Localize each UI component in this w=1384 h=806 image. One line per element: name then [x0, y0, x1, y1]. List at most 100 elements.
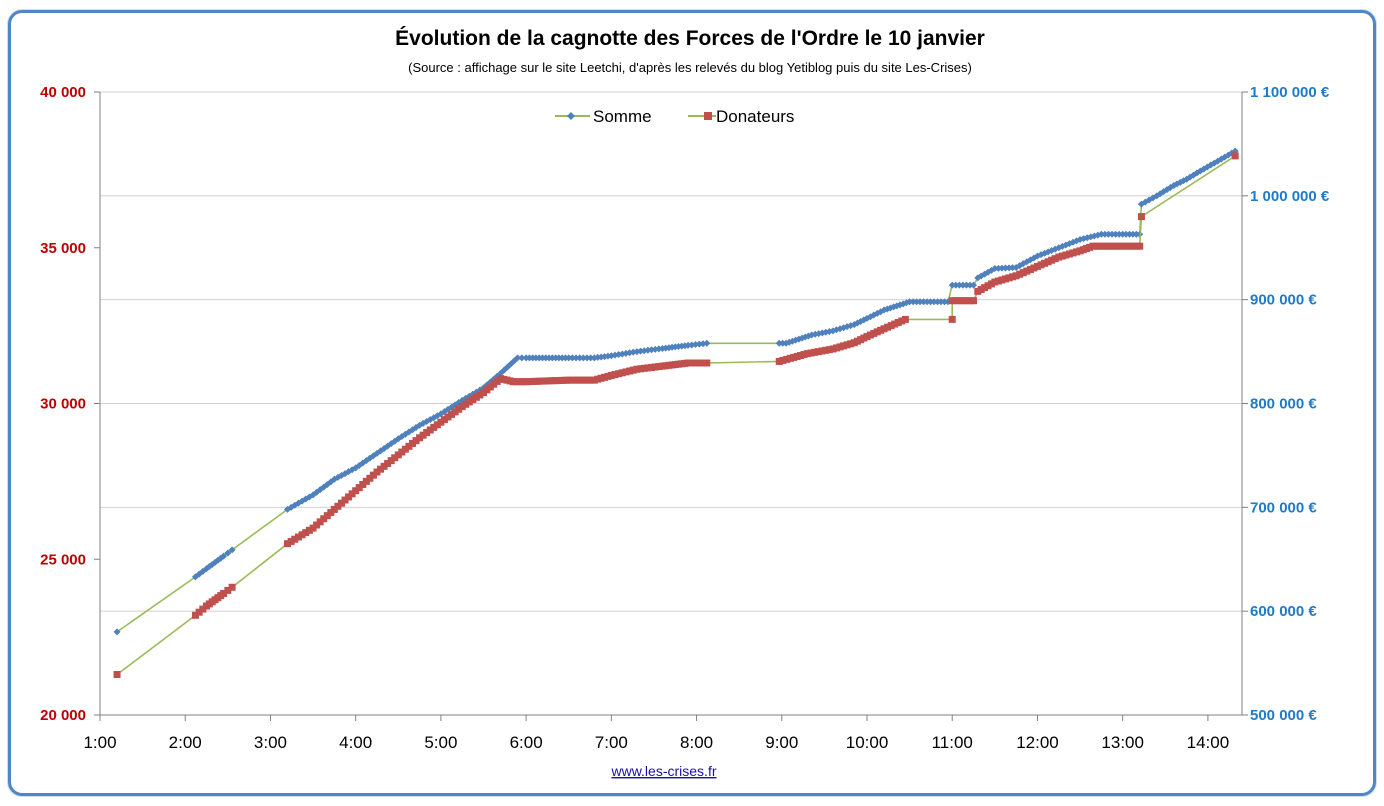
donateurs-point: [991, 278, 999, 286]
somme-point: [565, 354, 573, 362]
somme-point: [224, 549, 232, 557]
left-tick-label: 20 000: [40, 707, 86, 724]
donateurs-point: [440, 416, 448, 424]
donateurs-point: [648, 363, 656, 371]
donateurs-point: [313, 521, 321, 529]
left-tick-label: 40 000: [40, 84, 86, 101]
donateurs-point: [779, 356, 787, 364]
donateurs-point: [430, 423, 438, 431]
donateurs-point: [952, 297, 960, 305]
donateurs-point: [783, 355, 791, 363]
donateurs-point: [380, 462, 388, 470]
somme-point: [576, 354, 584, 362]
somme-point: [970, 281, 978, 289]
donateurs-point: [366, 474, 374, 482]
donateurs-point: [633, 365, 641, 373]
right-tick-label: 600 000 €: [1250, 603, 1317, 620]
donateurs-point: [807, 349, 815, 357]
donateurs-point: [384, 459, 392, 467]
donateurs-point: [1065, 250, 1073, 258]
x-tick-label: 5:00: [424, 733, 457, 752]
donateurs-point: [359, 480, 367, 488]
donateurs-point: [283, 540, 291, 548]
donateurs-point: [840, 342, 848, 350]
somme-point: [583, 354, 591, 362]
donateurs-point: [1016, 270, 1024, 278]
donateurs-point: [398, 448, 406, 456]
donateurs-point: [352, 487, 360, 495]
somme-point: [1108, 230, 1116, 238]
donateurs-point: [348, 490, 356, 498]
donateurs-point: [401, 445, 409, 453]
donateurs-point: [412, 437, 420, 445]
donateurs-point: [330, 505, 338, 513]
somme-point: [955, 281, 963, 289]
donateurs-point: [576, 376, 584, 384]
donateurs-point: [811, 348, 819, 356]
somme-point: [587, 354, 595, 362]
donateurs-point: [1044, 258, 1052, 266]
donateurs-point: [894, 319, 902, 327]
donateurs-point: [220, 590, 228, 598]
donateurs-point: [426, 426, 434, 434]
donateurs-point: [948, 315, 956, 323]
source-link[interactable]: www.les-crises.fr: [610, 763, 716, 779]
donateurs-point: [302, 529, 310, 537]
donateurs-point: [451, 408, 459, 416]
donateurs-point: [448, 410, 456, 418]
donateurs-point: [832, 344, 840, 352]
donateurs-point: [959, 297, 967, 305]
donateurs-point: [579, 376, 587, 384]
donateurs-point: [113, 671, 121, 679]
somme-point: [952, 281, 960, 289]
donateurs-point: [1023, 267, 1031, 275]
donateurs-point: [898, 317, 906, 325]
donateurs-point: [655, 363, 663, 371]
donateurs-point: [298, 531, 306, 539]
donateurs-point: [320, 515, 328, 523]
donateurs-point: [814, 348, 822, 356]
donateurs-point: [695, 359, 703, 367]
right-tick-label: 900 000 €: [1250, 292, 1317, 309]
somme-point: [572, 354, 580, 362]
x-tick-label: 13:00: [1101, 733, 1144, 752]
donateurs-point: [323, 512, 331, 520]
donateurs-point: [305, 526, 313, 534]
somme-point: [1030, 254, 1038, 262]
x-tick-label: 6:00: [510, 733, 543, 752]
donateurs-point: [611, 371, 619, 379]
somme-point: [1097, 230, 1105, 238]
donateurs-point: [966, 297, 974, 305]
donateurs-point: [829, 345, 837, 353]
donateurs-point: [199, 605, 207, 613]
donateurs-point: [1037, 261, 1045, 269]
somme-point: [1104, 230, 1112, 238]
x-tick-label: 14:00: [1187, 733, 1230, 752]
x-tick-label: 10:00: [846, 733, 889, 752]
gridlines: [100, 91, 1242, 612]
donateurs-point: [1033, 262, 1041, 270]
legend-somme-label: Somme: [593, 107, 652, 126]
donateurs-point: [692, 359, 700, 367]
somme-point: [1115, 230, 1123, 238]
donateurs-point: [1073, 248, 1081, 256]
donateurs-point: [327, 509, 335, 517]
donateurs-point: [998, 276, 1006, 284]
right-tick-label: 1 000 000 €: [1250, 188, 1330, 205]
legend-somme-marker: [567, 112, 575, 120]
chart-subtitle: (Source : affichage sur le site Leetchi,…: [408, 60, 972, 75]
donateurs-point: [891, 320, 899, 328]
left-tick-label: 25 000: [40, 551, 86, 568]
donateurs-point: [587, 376, 595, 384]
somme-point: [220, 552, 228, 560]
donateurs-point: [419, 431, 427, 439]
donateurs-point: [568, 376, 576, 384]
donateurs-point: [423, 429, 431, 437]
donateurs-point: [444, 413, 452, 421]
somme-point: [228, 546, 236, 554]
donateurs-point: [416, 434, 424, 442]
donateurs-point: [803, 350, 811, 358]
donateurs-point: [362, 477, 370, 485]
x-tick-label: 11:00: [932, 733, 973, 752]
donateurs-point: [887, 322, 895, 330]
